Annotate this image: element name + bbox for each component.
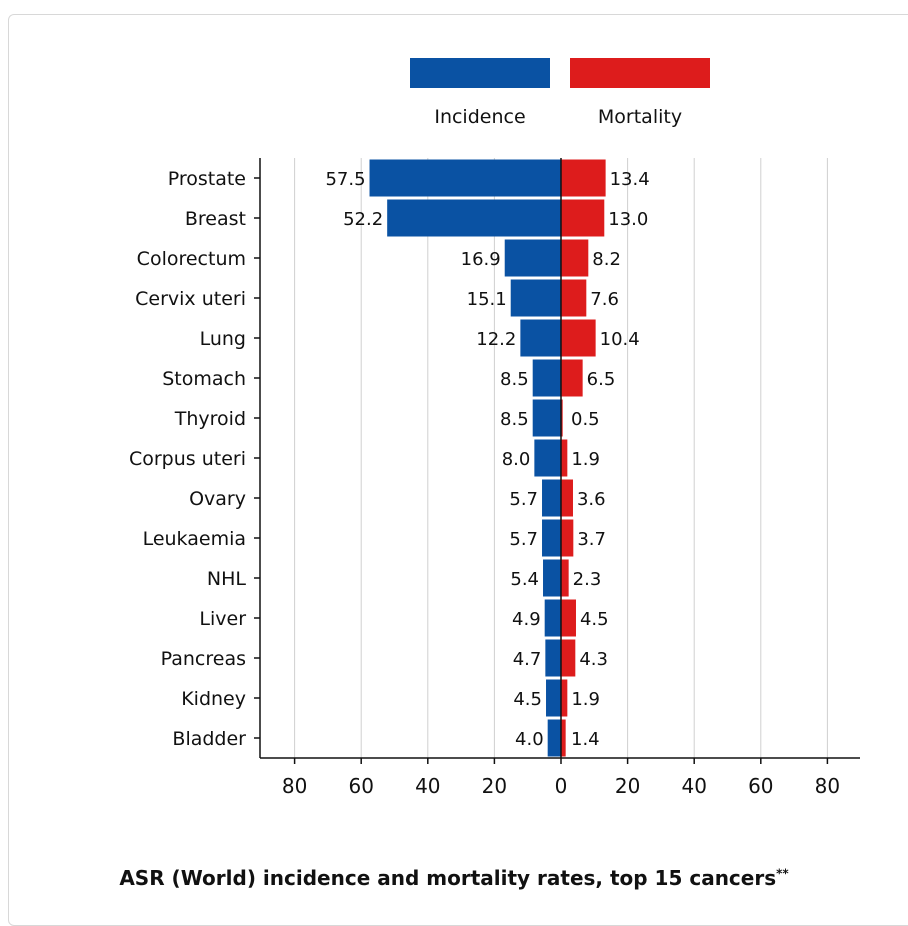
x-tick-label: 40 [681, 774, 706, 798]
bar-mortality [561, 279, 587, 317]
data-label-incidence: 5.7 [509, 489, 538, 510]
data-label-incidence: 4.5 [513, 689, 542, 710]
bar-incidence [520, 319, 561, 357]
bar-incidence [542, 479, 561, 517]
bar-mortality [561, 239, 589, 277]
x-tick-label: 20 [482, 774, 507, 798]
chart-title: ASR (World) incidence and mortality rate… [119, 866, 789, 890]
data-label-mortality: 13.4 [610, 169, 650, 190]
category-label: Liver [199, 608, 246, 630]
bar-mortality [561, 199, 605, 237]
bar-incidence [543, 559, 561, 597]
category-label: Kidney [181, 688, 246, 710]
data-label-mortality: 1.9 [571, 689, 600, 710]
bar-incidence [534, 439, 561, 477]
data-label-mortality: 2.3 [573, 569, 602, 590]
category-label: Lung [200, 328, 246, 350]
data-label-incidence: 4.9 [512, 609, 541, 630]
bar-incidence [504, 239, 561, 277]
data-label-incidence: 5.7 [509, 529, 538, 550]
data-label-incidence: 16.9 [461, 249, 501, 270]
bar-mortality [561, 599, 576, 637]
bar-incidence [369, 159, 561, 197]
category-label: Thyroid [174, 408, 246, 430]
legend-swatch-incidence [410, 58, 550, 88]
category-label: Prostate [168, 168, 246, 190]
bar-incidence [545, 639, 561, 677]
chart: Incidence Mortality 57.5 13.4 Prostate 52.2 13… [129, 58, 860, 798]
data-label-incidence: 4.0 [515, 729, 544, 750]
category-label: Cervix uteri [135, 288, 246, 310]
bar-incidence [544, 599, 561, 637]
bar-mortality [561, 679, 568, 717]
data-label-mortality: 4.5 [580, 609, 609, 630]
data-label-incidence: 8.0 [502, 449, 531, 470]
bar-mortality [561, 399, 563, 437]
data-label-mortality: 4.3 [579, 649, 608, 670]
data-label-incidence: 52.2 [343, 209, 383, 230]
data-label-incidence: 8.5 [500, 369, 529, 390]
category-label: Leukaemia [143, 528, 246, 550]
data-label-mortality: 1.9 [571, 449, 600, 470]
data-label-incidence: 4.7 [513, 649, 542, 670]
category-label: Breast [185, 208, 246, 230]
category-label: Stomach [162, 368, 246, 390]
bar-incidence [532, 399, 561, 437]
data-label-mortality: 0.5 [571, 409, 600, 430]
bar-mortality [561, 319, 596, 357]
bar-mortality [561, 159, 606, 197]
data-label-mortality: 8.2 [592, 249, 621, 270]
category-label: Corpus uteri [129, 448, 246, 470]
legend-label-incidence: Incidence [434, 106, 525, 128]
bar-mortality [561, 639, 576, 677]
category-label: Bladder [172, 728, 246, 750]
data-label-incidence: 15.1 [467, 289, 507, 310]
data-label-mortality: 3.7 [577, 529, 606, 550]
legend-label-mortality: Mortality [598, 106, 682, 128]
bar-incidence [547, 719, 561, 757]
legend-swatch-mortality [570, 58, 710, 88]
data-label-mortality: 13.0 [608, 209, 648, 230]
bar-mortality [561, 519, 574, 557]
data-label-incidence: 8.5 [500, 409, 529, 430]
data-label-mortality: 6.5 [587, 369, 616, 390]
x-tick-label: 60 [348, 774, 373, 798]
x-tick-label: 80 [815, 774, 840, 798]
x-tick-label: 40 [415, 774, 440, 798]
category-label: NHL [207, 568, 247, 590]
bar-incidence [387, 199, 561, 237]
bar-mortality [561, 359, 583, 397]
bar-mortality [561, 559, 569, 597]
category-label: Colorectum [137, 248, 246, 270]
data-label-incidence: 57.5 [325, 169, 365, 190]
data-label-incidence: 5.4 [510, 569, 539, 590]
x-tick-label: 20 [615, 774, 640, 798]
bar-incidence [546, 679, 561, 717]
bar-incidence [532, 359, 561, 397]
x-tick-label: 60 [748, 774, 773, 798]
x-tick-label: 80 [282, 774, 307, 798]
category-label: Pancreas [161, 648, 246, 670]
data-label-mortality: 7.6 [590, 289, 619, 310]
bar-mortality [561, 439, 568, 477]
bar-incidence [542, 519, 561, 557]
data-label-incidence: 12.2 [476, 329, 516, 350]
bar-mortality [561, 719, 566, 757]
category-label: Ovary [189, 488, 246, 510]
x-tick-label: 0 [555, 774, 568, 798]
bar-incidence [510, 279, 561, 317]
data-label-mortality: 3.6 [577, 489, 606, 510]
bar-mortality [561, 479, 573, 517]
data-label-mortality: 10.4 [600, 329, 640, 350]
data-label-mortality: 1.4 [571, 729, 600, 750]
